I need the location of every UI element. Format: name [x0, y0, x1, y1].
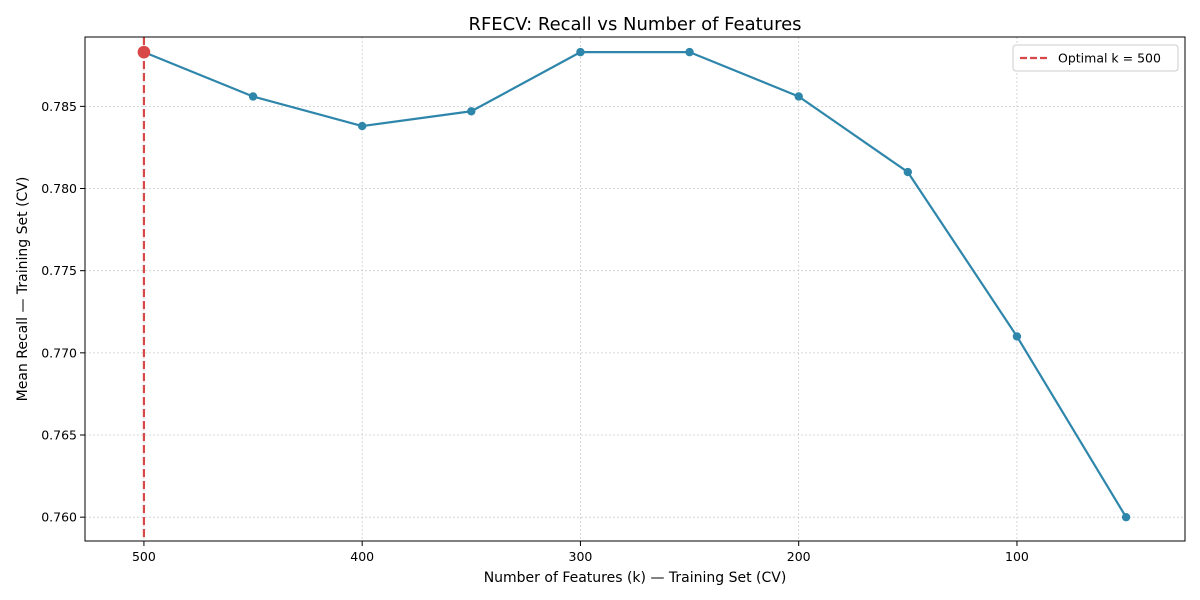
data-point — [576, 47, 585, 57]
data-point — [1121, 512, 1131, 522]
legend-box — [1012, 44, 1179, 72]
x-axis-label: Number of Features (k) — Training Set (C… — [484, 570, 787, 586]
y-tick-label: 0.785 — [41, 99, 77, 114]
grid — [85, 37, 1185, 541]
y-axis-label: Mean Recall — Training Set (CV) — [15, 177, 31, 402]
y-tick-label: 0.780 — [41, 181, 77, 196]
y-tick-label: 0.765 — [41, 428, 77, 443]
x-tick-label: 500 — [132, 549, 156, 564]
series-layer — [137, 45, 1131, 522]
legend-optimal-label: Optimal k = 500 — [1058, 51, 1161, 66]
series-line — [143, 51, 1128, 518]
data-point — [1012, 332, 1022, 341]
plot-frame — [84, 36, 1186, 542]
y-tick-label: 0.770 — [41, 345, 77, 360]
y-axis-ticks: 0.760 0.765 0.770 0.775 0.780 0.785 — [41, 99, 85, 525]
x-tick-label: 400 — [350, 549, 374, 564]
data-point — [685, 47, 694, 57]
data-point — [248, 92, 258, 101]
y-tick-label: 0.760 — [41, 510, 77, 525]
data-point — [794, 92, 803, 101]
optimal-point — [137, 45, 151, 59]
chart-title: RFECV: Recall vs Number of Features — [468, 14, 801, 35]
x-axis-ticks: 500 400 300 200 100 — [132, 541, 1029, 564]
x-tick-label: 100 — [1005, 549, 1029, 564]
data-point — [903, 167, 913, 177]
data-point — [467, 107, 476, 116]
data-point — [357, 121, 367, 131]
x-tick-label: 200 — [787, 549, 811, 564]
legend: Optimal k = 500 — [1012, 44, 1179, 72]
x-tick-label: 300 — [569, 549, 593, 564]
y-tick-label: 0.775 — [41, 263, 77, 278]
